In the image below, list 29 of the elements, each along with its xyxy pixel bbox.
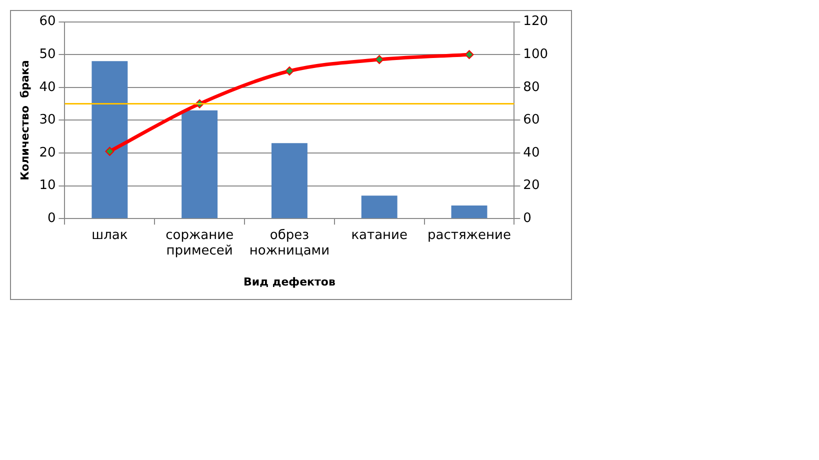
- bar: [182, 110, 218, 218]
- y2-tick-label: 80: [523, 80, 540, 95]
- y-tick-label: 40: [39, 80, 56, 95]
- y-tick-label: 10: [39, 178, 56, 194]
- y-tick-label: 0: [47, 210, 56, 226]
- y-axis-title: Количество брака: [18, 60, 32, 180]
- y2-tick-label: 120: [523, 14, 548, 30]
- y2-tick-label: 40: [523, 145, 540, 160]
- bar: [92, 61, 128, 218]
- y2-tick-label: 60: [523, 112, 540, 128]
- x-tick-label: растяжение: [428, 228, 511, 243]
- y2-tick-label: 20: [523, 178, 540, 194]
- x-tick-label: катание: [351, 228, 408, 243]
- y2-tick-label: 100: [523, 46, 548, 62]
- point: [284, 66, 294, 76]
- y-tick-label: 60: [39, 14, 56, 30]
- bar: [451, 205, 488, 218]
- bar: [361, 196, 398, 218]
- y2-tick-label: 0: [523, 210, 532, 226]
- x-tick-label: шлак: [92, 228, 128, 243]
- bar: [271, 143, 308, 218]
- x-tick-label: обрез ножницами: [249, 228, 330, 258]
- point: [464, 50, 474, 60]
- point: [105, 146, 114, 156]
- x-tick-label: соржание примесей: [166, 228, 234, 258]
- y-tick-label: 30: [39, 112, 56, 128]
- y-tick-label: 20: [39, 145, 56, 160]
- x-axis-title: Вид дефектов: [244, 275, 336, 288]
- y-tick-label: 50: [39, 46, 56, 62]
